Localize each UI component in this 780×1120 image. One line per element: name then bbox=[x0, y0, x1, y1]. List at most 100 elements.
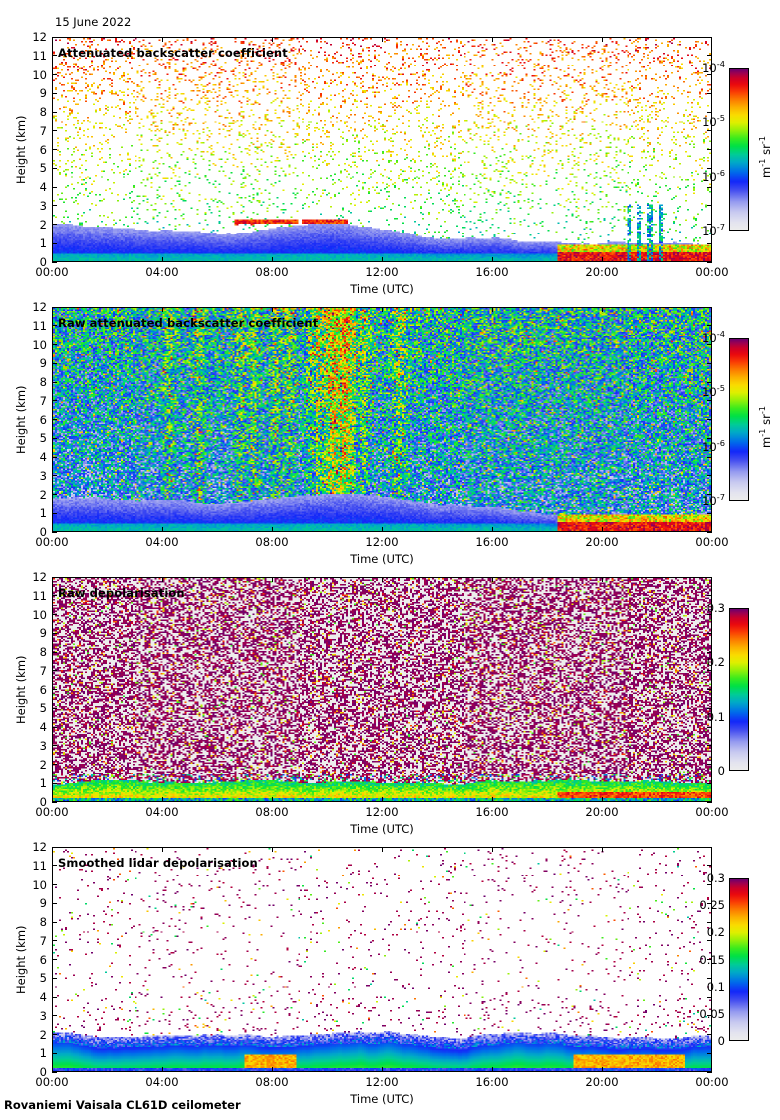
y-tick-mark bbox=[707, 884, 712, 885]
x-tick-label: 16:00 bbox=[475, 265, 509, 279]
y-tick-mark bbox=[52, 205, 57, 207]
y-tick-mark bbox=[52, 1052, 57, 1054]
y-tick-label: 6 bbox=[39, 412, 47, 427]
y-tick-mark bbox=[707, 614, 712, 615]
x-tick-mark bbox=[381, 847, 383, 852]
y-tick-label: 11 bbox=[32, 48, 47, 63]
colorbar-tick-label: 10-7 bbox=[702, 492, 725, 508]
y-tick-mark bbox=[707, 801, 712, 803]
y-tick-label: 1 bbox=[39, 776, 47, 791]
x-tick-mark bbox=[381, 37, 383, 42]
x-tick-label: 08:00 bbox=[255, 1075, 289, 1089]
y-tick-label: 2 bbox=[39, 757, 47, 772]
y-tick-mark bbox=[707, 261, 712, 263]
y-tick-mark bbox=[52, 456, 57, 458]
y-tick-label: 0 bbox=[39, 255, 47, 269]
y-tick-mark bbox=[707, 531, 712, 533]
y-tick-mark bbox=[707, 111, 712, 113]
colorbar-smoothed-lidar-depolarisation bbox=[729, 878, 749, 1041]
y-tick-label: 5 bbox=[39, 971, 47, 986]
y-tick-mark bbox=[707, 977, 712, 979]
y-tick-mark bbox=[707, 167, 712, 169]
y-tick-mark bbox=[52, 400, 57, 402]
y-tick-mark bbox=[52, 846, 57, 848]
y-tick-mark bbox=[52, 437, 57, 439]
x-tick-mark bbox=[381, 797, 383, 802]
x-tick-mark bbox=[161, 307, 163, 312]
x-tick-mark bbox=[161, 37, 163, 42]
y-tick-mark bbox=[707, 921, 712, 923]
x-tick-mark bbox=[271, 37, 273, 42]
y-tick-label: 2 bbox=[39, 217, 47, 232]
plot-area-smoothed-lidar-depolarisation bbox=[52, 847, 712, 1072]
y-tick-mark bbox=[707, 651, 712, 653]
x-tick-label: 00:00 bbox=[695, 265, 729, 279]
x-tick-label: 12:00 bbox=[365, 805, 399, 819]
x-tick-mark bbox=[381, 307, 383, 312]
y-tick-mark bbox=[52, 224, 57, 225]
y-tick-mark bbox=[52, 726, 57, 728]
x-tick-mark bbox=[491, 37, 493, 42]
figure-caption: Rovaniemi Vaisala CL61D ceilometer bbox=[4, 1098, 241, 1112]
y-tick-mark bbox=[707, 205, 712, 207]
y-tick-label: 11 bbox=[32, 318, 47, 333]
x-tick-label: 08:00 bbox=[255, 535, 289, 549]
y-tick-mark bbox=[707, 306, 712, 308]
y-tick-label: 6 bbox=[39, 682, 47, 697]
heatmap-canvas-smoothed-lidar-depolarisation bbox=[53, 848, 711, 1071]
y-tick-label: 11 bbox=[32, 858, 47, 873]
colorbar-tick-label: 0.25 bbox=[699, 898, 725, 913]
y-tick-label: 3 bbox=[39, 468, 47, 483]
x-tick-mark bbox=[491, 797, 493, 802]
panel-title-raw-attenuated-backscatter: Raw attenuated backscatter coefficient bbox=[58, 316, 319, 330]
x-tick-mark bbox=[161, 527, 163, 532]
x-tick-label: 08:00 bbox=[255, 805, 289, 819]
y-tick-label: 5 bbox=[39, 431, 47, 446]
y-tick-mark bbox=[52, 531, 57, 533]
x-tick-label: 00:00 bbox=[695, 805, 729, 819]
panel-title-attenuated-backscatter: Attenuated backscatter coefficient bbox=[58, 46, 288, 60]
y-tick-mark bbox=[52, 242, 57, 244]
plot-area-attenuated-backscatter bbox=[52, 37, 712, 262]
x-tick-mark bbox=[601, 307, 603, 312]
x-tick-label: 04:00 bbox=[145, 265, 179, 279]
colorbar-canvas-attenuated-backscatter bbox=[730, 69, 748, 230]
y-tick-label: 8 bbox=[39, 915, 47, 929]
x-tick-label: 04:00 bbox=[145, 1075, 179, 1089]
y-tick-mark bbox=[707, 726, 712, 728]
x-tick-label: 00:00 bbox=[35, 535, 69, 549]
y-tick-mark bbox=[707, 494, 712, 495]
heatmap-canvas-raw-depolarisation bbox=[53, 578, 711, 801]
y-tick-mark bbox=[707, 1015, 712, 1017]
y-tick-label: 9 bbox=[39, 896, 47, 911]
y-tick-label: 7 bbox=[39, 393, 47, 408]
y-axis-label: Height (km) bbox=[14, 924, 28, 994]
y-tick-label: 5 bbox=[39, 161, 47, 176]
y-tick-label: 4 bbox=[39, 720, 47, 734]
colorbar-tick-label: 10-6 bbox=[702, 167, 725, 184]
x-tick-label: 12:00 bbox=[365, 1075, 399, 1089]
x-tick-mark bbox=[161, 577, 163, 582]
x-axis-label: Time (UTC) bbox=[350, 282, 414, 296]
colorbar-tick-label: 0.2 bbox=[706, 925, 725, 940]
y-tick-mark bbox=[707, 512, 712, 514]
date-label: 15 June 2022 bbox=[55, 15, 132, 29]
colorbar-raw-attenuated-backscatter bbox=[729, 338, 749, 501]
y-tick-mark bbox=[52, 745, 57, 747]
x-tick-mark bbox=[271, 1067, 273, 1072]
heatmap-canvas-attenuated-backscatter bbox=[53, 38, 711, 261]
colorbar-attenuated-backscatter bbox=[729, 68, 749, 231]
x-tick-mark bbox=[601, 37, 603, 42]
y-tick-label: 6 bbox=[39, 142, 47, 157]
y-tick-label: 10 bbox=[32, 607, 47, 622]
x-axis-label: Time (UTC) bbox=[350, 822, 414, 836]
y-tick-label: 12 bbox=[32, 300, 47, 314]
y-tick-label: 4 bbox=[39, 180, 47, 194]
x-tick-mark bbox=[601, 797, 603, 802]
colorbar-tick-label: 0 bbox=[717, 764, 725, 778]
colorbar-tick-label: 0.1 bbox=[706, 979, 725, 994]
y-tick-mark bbox=[52, 782, 57, 784]
y-tick-mark bbox=[52, 55, 57, 57]
y-tick-mark bbox=[52, 764, 57, 765]
y-tick-mark bbox=[52, 865, 57, 867]
